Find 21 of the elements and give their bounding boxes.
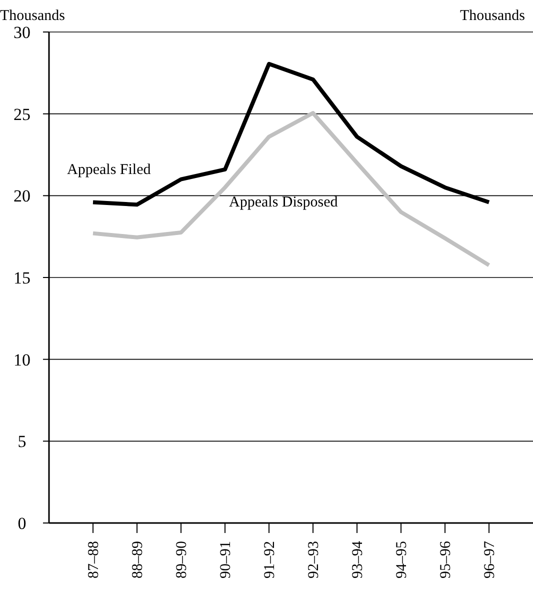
x-tick-label: 96–97 [482,540,498,578]
y-tick-label: 5 [18,432,26,452]
y-tick-label: 20 [14,186,30,206]
series-label: Appeals Filed [67,162,152,178]
text: Thousands [460,8,526,24]
y-tick-label: 0 [18,514,26,533]
series-label: Appeals Disposed [229,194,338,211]
y-tick-label: 30 [14,22,30,42]
x-tick-label: 95–96 [438,540,454,578]
x-tick-label: 89–90 [174,541,190,578]
x-tick-label: 88–89 [130,541,146,578]
x-tick-label: 91–92 [262,541,278,578]
y-axis-title: Thousands [0,8,66,24]
x-tick-label: 90–91 [218,541,234,578]
y-tick-label: 25 [14,104,30,124]
x-tick-label: 93–94 [350,540,366,578]
x-tick-label: 87–88 [86,541,102,578]
x-tick-label: 92–93 [306,541,322,578]
x-tick-label: 94–95 [394,541,410,578]
y-tick-label: 15 [14,268,30,288]
y-tick-label: 10 [14,350,30,370]
